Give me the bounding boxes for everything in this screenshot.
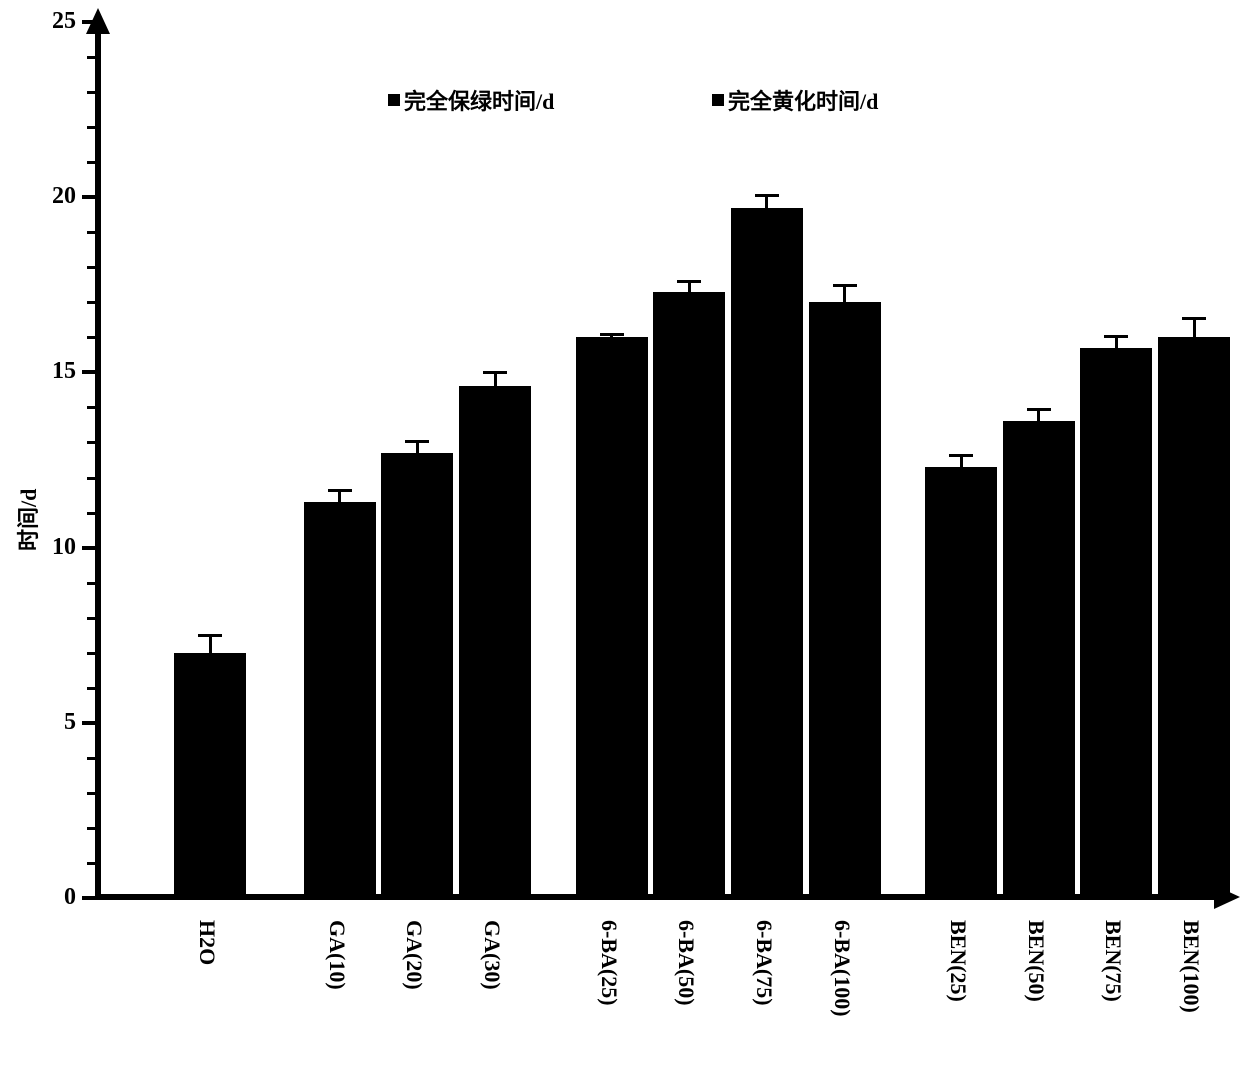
x-tick-label: GA(20) <box>401 920 427 990</box>
x-tick-label: 6-BA(100) <box>829 920 855 1017</box>
legend-label-1: 完全保绿时间/d <box>404 84 554 116</box>
y-tick-minor <box>87 862 95 865</box>
data-bar <box>174 653 246 898</box>
y-tick-label: 20 <box>28 183 76 210</box>
y-tick-major <box>82 546 95 550</box>
y-tick-minor <box>87 301 95 304</box>
data-bar <box>1003 421 1075 898</box>
error-bar-cap <box>1027 408 1051 411</box>
y-tick-major <box>82 896 95 900</box>
legend-label-2: 完全黄化时间/d <box>728 84 878 116</box>
data-bar <box>459 386 531 898</box>
error-bar-cap <box>833 284 857 287</box>
error-bar-cap <box>949 454 973 457</box>
y-tick-label: 5 <box>28 709 76 736</box>
y-tick-minor <box>87 652 95 655</box>
error-bar-line <box>1193 318 1196 337</box>
y-tick-major <box>82 195 95 199</box>
y-tick-minor <box>87 582 95 585</box>
data-bar <box>304 502 376 898</box>
error-bar-cap <box>1104 335 1128 338</box>
x-tick-label: BEN(75) <box>1100 920 1126 1002</box>
y-tick-minor <box>87 827 95 830</box>
y-tick-minor <box>87 757 95 760</box>
y-tick-minor <box>87 126 95 129</box>
data-bar <box>925 467 997 898</box>
data-bar <box>576 337 648 898</box>
error-bar-line <box>494 372 497 386</box>
data-bar <box>809 302 881 898</box>
error-bar-cap <box>405 440 429 443</box>
y-tick-minor <box>87 477 95 480</box>
y-tick-label: 15 <box>28 358 76 385</box>
y-tick-minor <box>87 441 95 444</box>
x-tick-label: BEN(100) <box>1178 920 1204 1013</box>
legend-item-1: 完全保绿时间/d <box>388 84 554 116</box>
y-tick-minor <box>87 266 95 269</box>
y-tick-minor <box>87 161 95 164</box>
y-tick-minor <box>87 336 95 339</box>
x-tick-label: 6-BA(75) <box>751 920 777 1006</box>
error-bar-cap <box>755 194 779 197</box>
x-tick-label: GA(10) <box>324 920 350 990</box>
error-bar-cap <box>328 489 352 492</box>
error-bar-cap <box>198 634 222 637</box>
y-tick-major <box>82 721 95 725</box>
y-tick-minor <box>87 91 95 94</box>
data-bar <box>731 208 803 898</box>
error-bar-cap <box>483 371 507 374</box>
y-tick-label: 0 <box>28 884 76 911</box>
legend-item-2: 完全黄化时间/d <box>712 84 878 116</box>
x-tick-label: H2O <box>194 920 220 965</box>
y-tick-minor <box>87 56 95 59</box>
y-axis <box>95 22 101 900</box>
y-tick-label: 25 <box>28 8 76 35</box>
y-tick-minor <box>87 617 95 620</box>
x-tick-label: GA(30) <box>479 920 505 990</box>
y-tick-minor <box>87 792 95 795</box>
x-tick-label: BEN(50) <box>1023 920 1049 1002</box>
x-tick-label: 6-BA(25) <box>596 920 622 1006</box>
y-tick-minor <box>87 512 95 515</box>
error-bar-cap <box>1182 317 1206 320</box>
y-tick-major <box>82 20 95 24</box>
data-bar <box>653 292 725 898</box>
error-bar-line <box>843 285 846 303</box>
x-tick-label: BEN(25) <box>945 920 971 1002</box>
y-tick-major <box>82 370 95 374</box>
legend-swatch-2 <box>712 94 724 106</box>
y-tick-minor <box>87 687 95 690</box>
error-bar-line <box>209 635 212 653</box>
error-bar-cap <box>677 280 701 283</box>
bar-chart: 时间/d 完全保绿时间/d 完全黄化时间/d 0510152025H2OGA(1… <box>0 0 1240 1088</box>
data-bar <box>1158 337 1230 898</box>
y-tick-label: 10 <box>28 534 76 561</box>
x-tick-label: 6-BA(50) <box>673 920 699 1006</box>
y-tick-minor <box>87 231 95 234</box>
data-bar <box>1080 348 1152 898</box>
error-bar-cap <box>600 333 624 336</box>
data-bar <box>381 453 453 898</box>
y-tick-minor <box>87 406 95 409</box>
legend-swatch-1 <box>388 94 400 106</box>
